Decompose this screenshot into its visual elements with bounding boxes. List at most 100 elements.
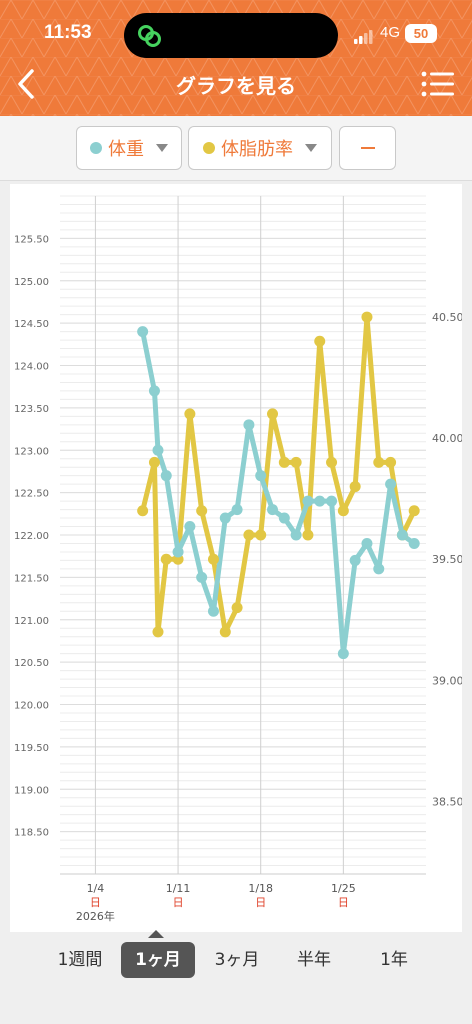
- data-point-bodyfat: [314, 335, 326, 347]
- y-left-tick-label: 122.00: [14, 531, 49, 542]
- network-type: 4G: [380, 24, 401, 41]
- y-left-tick-label: 124.00: [14, 362, 49, 373]
- y-left-tick-label: 118.50: [14, 828, 49, 839]
- data-point-bodyfat: [137, 505, 149, 517]
- data-point-weight: [396, 529, 408, 541]
- back-arrow-icon[interactable]: [12, 64, 48, 104]
- data-point-weight: [243, 419, 255, 431]
- period-selector: 1週間 1ヶ月 3ヶ月 半年 1年: [0, 936, 472, 986]
- data-point-weight: [267, 504, 279, 516]
- data-point-weight: [196, 571, 208, 583]
- x-tick-year: 2026年: [76, 909, 115, 923]
- battery-indicator: 50: [405, 24, 437, 43]
- data-point-bodyfat: [196, 505, 208, 517]
- legend-bar: 体重 体脂肪率 —: [0, 116, 472, 181]
- data-point-bodyfat: [207, 553, 219, 565]
- period-tab[interactable]: 1週間: [57, 950, 103, 970]
- line-chart: 118.50 119.00 119.50 120.00 120.50 121.00 121.…: [14, 195, 464, 923]
- y-left-tick-label: 121.00: [14, 616, 49, 627]
- data-point-weight: [160, 470, 172, 482]
- chevron-down-icon: [305, 144, 317, 152]
- y-left-tick-label: 123.50: [14, 404, 49, 415]
- weight-series-selector[interactable]: 体重: [76, 126, 182, 170]
- data-point-bodyfat: [290, 456, 302, 468]
- status-time: 11:53: [44, 22, 92, 43]
- dynamic-island: [124, 13, 338, 58]
- data-point-weight: [302, 495, 314, 507]
- series-line-bodyfat: [140, 314, 417, 635]
- weight-color-dot: [90, 142, 102, 154]
- data-point-weight: [255, 470, 267, 482]
- bodyfat-color-dot: [203, 142, 215, 154]
- page-title: グラフを見る: [176, 74, 296, 98]
- third-series-button[interactable]: —: [339, 126, 396, 170]
- data-point-weight: [137, 326, 149, 338]
- data-point-weight: [148, 385, 160, 397]
- y-left-tick-label: 125.50: [14, 234, 49, 245]
- y-right-tick-label: 40.50: [432, 311, 462, 324]
- data-point-bodyfat: [160, 553, 172, 565]
- y-right-tick-label: 39.00: [432, 674, 462, 687]
- data-point-weight: [152, 444, 164, 456]
- data-point-bodyfat: [255, 529, 267, 541]
- data-point-bodyfat: [385, 456, 397, 468]
- data-point-weight: [326, 495, 338, 507]
- x-tick-label: 1/11: [166, 882, 191, 895]
- y-left-tick-label: 125.00: [14, 277, 49, 288]
- x-tick-weekday: 日: [255, 896, 266, 909]
- data-point-bodyfat: [219, 626, 231, 638]
- home-area: [0, 986, 472, 1024]
- y-left-tick-label: 124.50: [14, 319, 49, 330]
- data-point-bodyfat: [302, 529, 314, 541]
- y-right-tick-label: 39.50: [432, 553, 462, 566]
- y-left-tick-label: 122.50: [14, 489, 49, 500]
- data-point-bodyfat: [278, 456, 290, 468]
- data-point-weight: [207, 605, 219, 617]
- data-point-weight: [172, 546, 184, 558]
- x-tick-label: 1/25: [331, 882, 356, 895]
- data-point-bodyfat: [408, 505, 420, 517]
- period-tab[interactable]: 1年: [380, 950, 408, 970]
- data-point-weight: [361, 537, 373, 549]
- data-point-weight: [278, 512, 290, 524]
- data-point-bodyfat: [326, 456, 338, 468]
- data-point-weight: [408, 537, 420, 549]
- menu-list-icon[interactable]: [420, 68, 456, 100]
- y-right-tick-label: 40.00: [432, 432, 462, 445]
- y-left-tick-label: 121.50: [14, 573, 49, 584]
- data-point-weight: [314, 495, 326, 507]
- data-point-bodyfat: [373, 456, 385, 468]
- data-point-weight: [385, 478, 397, 490]
- signal-icon: [354, 30, 373, 44]
- data-point-bodyfat: [267, 408, 279, 420]
- app-link-icon: [138, 25, 161, 47]
- app-header: 11:53 4G 50 グラフを見る: [0, 0, 472, 116]
- period-tab[interactable]: 1ヶ月: [121, 942, 195, 978]
- data-point-bodyfat: [231, 602, 243, 614]
- chart-area: 118.50 119.00 119.50 120.00 120.50 121.00 121.…: [10, 184, 464, 932]
- bodyfat-series-label: 体脂肪率: [221, 139, 293, 160]
- y-left-tick-label: 120.00: [14, 701, 49, 712]
- data-point-bodyfat: [152, 626, 164, 638]
- y-left-tick-label: 119.00: [14, 785, 49, 796]
- period-tab[interactable]: 3ヶ月: [214, 950, 260, 970]
- status-bar: 11:53 4G 50: [0, 0, 472, 60]
- chevron-down-icon: [156, 144, 168, 152]
- y-left-tick-label: 123.00: [14, 446, 49, 457]
- period-tab[interactable]: 半年: [297, 950, 331, 970]
- data-point-bodyfat: [243, 529, 255, 541]
- data-point-bodyfat: [184, 408, 196, 420]
- y-left-tick-label: 120.50: [14, 658, 49, 669]
- data-point-weight: [290, 529, 302, 541]
- x-tick-weekday: 日: [338, 896, 349, 909]
- x-tick-weekday: 日: [90, 896, 101, 909]
- y-right-tick-label: 38.50: [432, 795, 462, 808]
- x-tick-label: 1/18: [248, 882, 273, 895]
- data-point-bodyfat: [349, 481, 361, 493]
- data-point-bodyfat: [337, 505, 349, 517]
- data-point-bodyfat: [361, 311, 373, 323]
- active-period-pointer: [148, 930, 164, 938]
- bodyfat-series-selector[interactable]: 体脂肪率: [188, 126, 332, 170]
- data-point-weight: [373, 563, 385, 575]
- x-tick-weekday: 日: [173, 896, 184, 909]
